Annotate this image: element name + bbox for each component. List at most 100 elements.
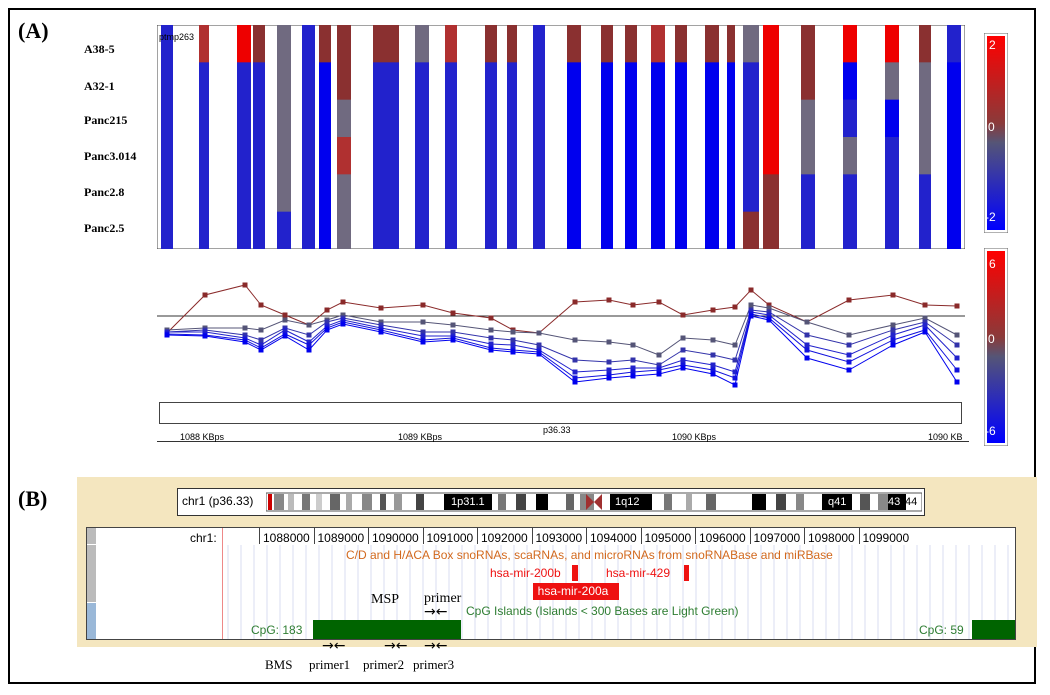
ideogram-band (878, 494, 888, 510)
trace-point (572, 357, 578, 363)
trace-point (804, 332, 810, 338)
trace-point (488, 341, 494, 347)
ruler-tick: 1093000 (535, 531, 583, 545)
heat-cell (567, 174, 581, 213)
trace-point (890, 342, 896, 348)
heat-cell (885, 25, 899, 63)
ideogram-band (346, 494, 352, 510)
trace-point (202, 333, 208, 339)
heat-cell (705, 62, 719, 101)
heat-cell (415, 99, 429, 138)
trace-point (164, 332, 170, 338)
heat-cell (415, 211, 429, 249)
heat-cell (277, 174, 291, 213)
axis-tick-2: 1089 KBps (398, 432, 443, 442)
trace-point (656, 362, 662, 368)
heat-cell (625, 174, 637, 213)
trace-point (606, 339, 612, 345)
heat-cell (445, 211, 457, 249)
sample-label-4: Panc3.014 (84, 149, 137, 163)
ideogram-band (330, 494, 340, 510)
ruler-tick-mark (422, 528, 424, 544)
heat-cell (743, 99, 759, 138)
cpg-left-label: CpG: 183 (251, 623, 303, 637)
trace-point (846, 332, 852, 338)
heat-cell (885, 62, 899, 101)
heat-cell (302, 99, 315, 138)
trace-point (954, 332, 960, 338)
trace-point (630, 357, 636, 363)
heat-cell (373, 174, 399, 213)
heat-cell (199, 174, 209, 213)
heat-cell (763, 211, 779, 249)
heat-cell (947, 211, 961, 249)
heat-cell (743, 137, 759, 175)
ideogram-band (498, 494, 506, 510)
trace-line (166, 304, 958, 356)
trace-point (732, 369, 738, 375)
heat-cell (675, 25, 687, 63)
trace-point (324, 327, 330, 333)
track-handle-3[interactable] (87, 603, 96, 639)
primer2-label: primer2 (363, 657, 405, 672)
ruler-tick: 1092000 (481, 531, 528, 545)
trace-point (890, 327, 896, 333)
trace-point (890, 292, 896, 298)
trace-point (378, 329, 384, 335)
heat-cell (237, 25, 251, 63)
trace-point (242, 339, 248, 345)
trace-point (450, 337, 456, 343)
ideogram-band (362, 494, 372, 510)
heat-cell (485, 62, 497, 101)
heat-cell (843, 99, 857, 138)
trace-point (922, 322, 928, 328)
trace-point (488, 335, 494, 341)
ruler-tick: 1088000 (263, 531, 310, 545)
band-label: p36.33 (543, 425, 571, 435)
trace-point (766, 302, 772, 308)
trace-point (804, 355, 810, 361)
track-handle-1[interactable] (87, 528, 96, 544)
heat-cell (801, 211, 815, 249)
heat-scale-bottom: -2 (985, 210, 996, 224)
heat-color-scale (984, 33, 1008, 233)
heat-cell (253, 99, 265, 138)
ideogram-band (536, 494, 548, 510)
trace-point (680, 335, 686, 341)
heat-cell (601, 25, 613, 63)
heat-cell (675, 174, 687, 213)
trace-point (922, 329, 928, 335)
heat-cell (533, 137, 545, 175)
heat-cell (161, 211, 173, 249)
track-handle-2[interactable] (87, 545, 96, 602)
trace-point (710, 362, 716, 368)
heat-cell (843, 137, 857, 175)
heat-cell (337, 211, 351, 249)
heat-cell (337, 25, 351, 63)
heat-cell (743, 25, 759, 63)
heat-cell (843, 174, 857, 213)
trace-point (846, 367, 852, 373)
heat-cell (727, 99, 735, 138)
bms-label: BMS (265, 657, 293, 672)
trace-point (258, 302, 264, 308)
heat-cell (337, 62, 351, 101)
trace-point (450, 322, 456, 328)
heat-cell (601, 99, 613, 138)
heat-cell (675, 62, 687, 101)
trace-point (766, 309, 772, 315)
heat-cell (675, 211, 687, 249)
heat-cell (743, 211, 759, 249)
trace-point (766, 317, 772, 323)
heat-cell (727, 174, 735, 213)
heat-cell (373, 62, 399, 101)
heat-cell (919, 25, 931, 63)
sample-label-3: Panc215 (84, 113, 128, 127)
mir-200a-bar (613, 583, 619, 600)
trace-point (766, 312, 772, 318)
heat-cell (485, 137, 497, 175)
heat-cell (415, 174, 429, 213)
trace-point (630, 365, 636, 371)
heat-cell (801, 62, 815, 101)
heat-cell (763, 25, 779, 63)
